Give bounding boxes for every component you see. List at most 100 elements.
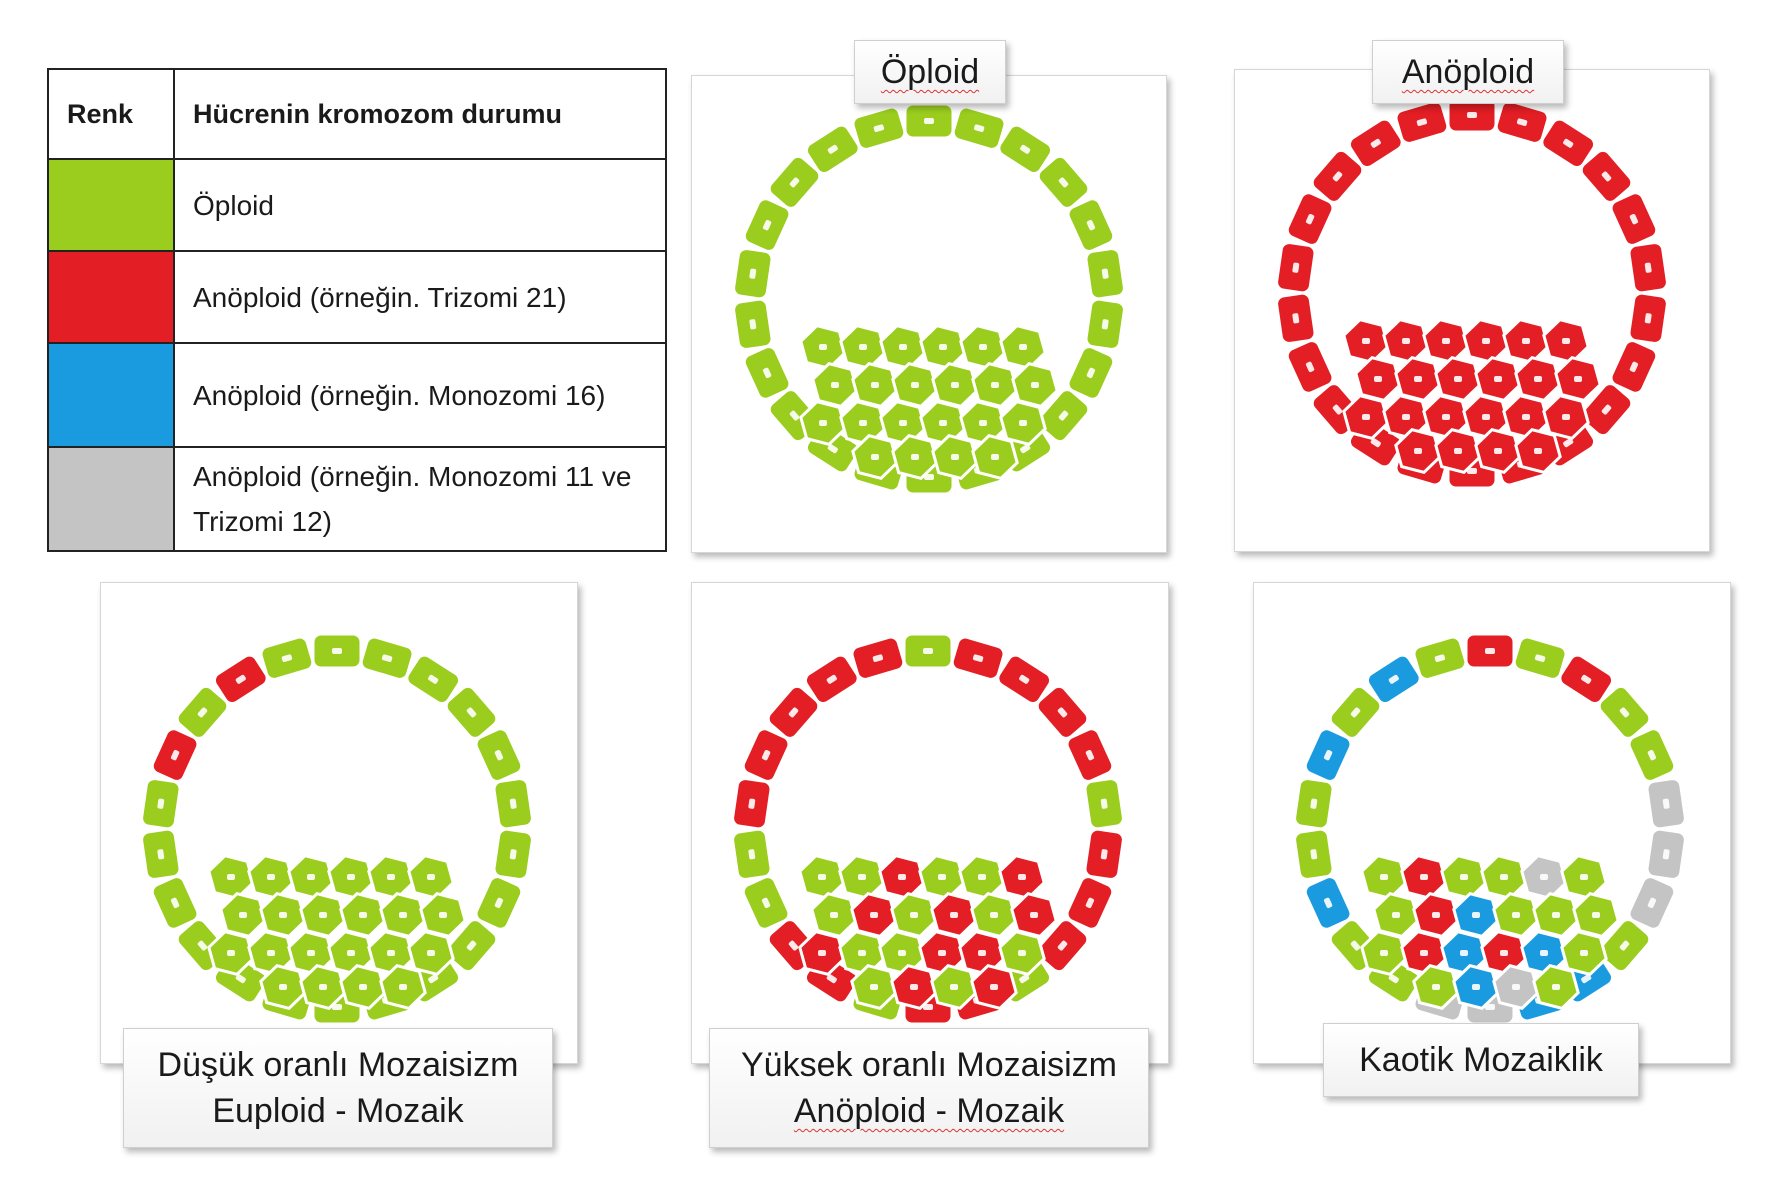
inner-cell (1502, 318, 1550, 364)
trophectoderm-cell (951, 105, 1007, 151)
inner-cell (339, 964, 387, 1010)
inner-cell (1434, 428, 1482, 474)
trophectoderm-cell (1065, 875, 1115, 931)
label-high-mosaic: Yüksek oranlı Mozaisizm Anöploid - Mozai… (709, 1028, 1149, 1148)
trophectoderm-cell (444, 918, 499, 974)
trophectoderm-cell (1365, 653, 1422, 706)
inner-cell (367, 854, 415, 900)
inner-cell (407, 930, 455, 976)
trophectoderm-cell (1645, 777, 1687, 831)
inner-cell (327, 854, 375, 900)
inner-cell (1412, 964, 1460, 1010)
inner-cell (930, 892, 978, 938)
trophectoderm-cell (1293, 827, 1335, 881)
inner-cell (1560, 854, 1608, 900)
inner-cell (207, 854, 255, 900)
label-chaotic-mosaic: Kaotik Mozaiklik (1323, 1023, 1639, 1097)
blastocyst-drawing (731, 632, 1125, 1026)
trophectoderm-cell (1083, 777, 1125, 831)
inner-cell (799, 400, 847, 446)
trophectoderm-cell (1494, 99, 1550, 145)
inner-cell (879, 324, 927, 370)
inner-cell (1452, 964, 1500, 1010)
inner-cell (1474, 428, 1522, 474)
legend-text-monosomy16: Anöploid (örneğin. Monozomi 16) (173, 342, 667, 448)
trophectoderm-cell (1310, 148, 1365, 204)
trophectoderm-cell (175, 684, 230, 740)
inner-cell (850, 964, 898, 1010)
label-low-mosaic-line2: Euploid - Mozaik (212, 1092, 464, 1130)
blastocyst-drawing (732, 102, 1126, 496)
inner-cell (299, 964, 347, 1010)
inner-cell (998, 930, 1046, 976)
trophectoderm-cell (950, 635, 1006, 681)
trophectoderm-cell (311, 632, 363, 670)
inner-cell (327, 930, 375, 976)
inner-cell (851, 434, 899, 480)
inner-cell (878, 854, 926, 900)
trophectoderm-cell (1579, 382, 1634, 438)
legend-row-complex: Anöploid (örneğin. Monozomi 11 ve Trizom… (47, 446, 667, 552)
trophectoderm-cell (1035, 684, 1090, 740)
trophectoderm-cell (259, 635, 315, 681)
inner-cell (1360, 854, 1408, 900)
legend-swatch-gray (47, 446, 175, 552)
inner-cell (799, 324, 847, 370)
legend-swatch-green (47, 158, 175, 252)
inner-cell (247, 854, 295, 900)
trophectoderm-cell (1597, 918, 1652, 974)
trophectoderm-cell (741, 727, 791, 783)
panel-aneuploid (1234, 69, 1710, 552)
inner-cell (931, 362, 979, 408)
panel-low-mosaic (100, 582, 578, 1064)
trophectoderm-cell (212, 653, 269, 706)
trophectoderm-cell (1627, 241, 1669, 295)
inner-cell (1532, 892, 1580, 938)
trophectoderm-cell (903, 102, 955, 140)
trophectoderm-cell (742, 345, 792, 401)
inner-cell (1542, 394, 1590, 440)
inner-cell (931, 434, 979, 480)
inner-cell (851, 362, 899, 408)
label-euploid: Öploid (854, 40, 1006, 104)
trophectoderm-cell (1036, 388, 1091, 444)
inner-cell (919, 324, 967, 370)
inner-cell (999, 400, 1047, 446)
trophectoderm-cell (1285, 191, 1335, 247)
trophectoderm-cell (1275, 241, 1317, 295)
inner-cell (1400, 854, 1448, 900)
inner-cell (287, 854, 335, 900)
inner-cell (891, 362, 939, 408)
blastocyst-drawing (1293, 632, 1687, 1026)
trophectoderm-cell (902, 632, 954, 670)
inner-cell (1011, 362, 1059, 408)
inner-cell (1474, 356, 1522, 402)
inner-cell (379, 964, 427, 1010)
inner-cell (1560, 930, 1608, 976)
label-low-mosaic-line1: Düşük oranlı Mozaisizm (157, 1046, 519, 1084)
trophectoderm-cell (766, 684, 821, 740)
label-euploid-text: Öploid (880, 53, 980, 91)
inner-cell (891, 434, 939, 480)
inner-cell (1492, 964, 1540, 1010)
inner-cell (1542, 318, 1590, 364)
inner-cell (1354, 356, 1402, 402)
legend-row-euploid: Öploid (47, 158, 667, 252)
inner-cell (998, 854, 1046, 900)
legend-header-row: Renk Hücrenin kromozom durumu (47, 68, 667, 160)
trophectoderm-cell (997, 123, 1054, 176)
inner-cell (1514, 428, 1562, 474)
legend-row-trisomy21: Anöploid (örneğin. Trizomi 21) (47, 250, 667, 344)
inner-cell (810, 892, 858, 938)
label-aneuploid-text: Anöploid (1401, 53, 1535, 91)
inner-cell (299, 892, 347, 938)
inner-cell (1514, 356, 1562, 402)
inner-cell (1434, 356, 1482, 402)
legend-header-status: Hücrenin kromozom durumu (173, 68, 667, 160)
blastocyst-drawing (1275, 96, 1669, 490)
trophectoderm-cell (731, 827, 773, 881)
inner-cell (958, 854, 1006, 900)
trophectoderm-cell (1275, 291, 1317, 345)
trophectoderm-cell (492, 827, 534, 881)
inner-cell (1010, 892, 1058, 938)
